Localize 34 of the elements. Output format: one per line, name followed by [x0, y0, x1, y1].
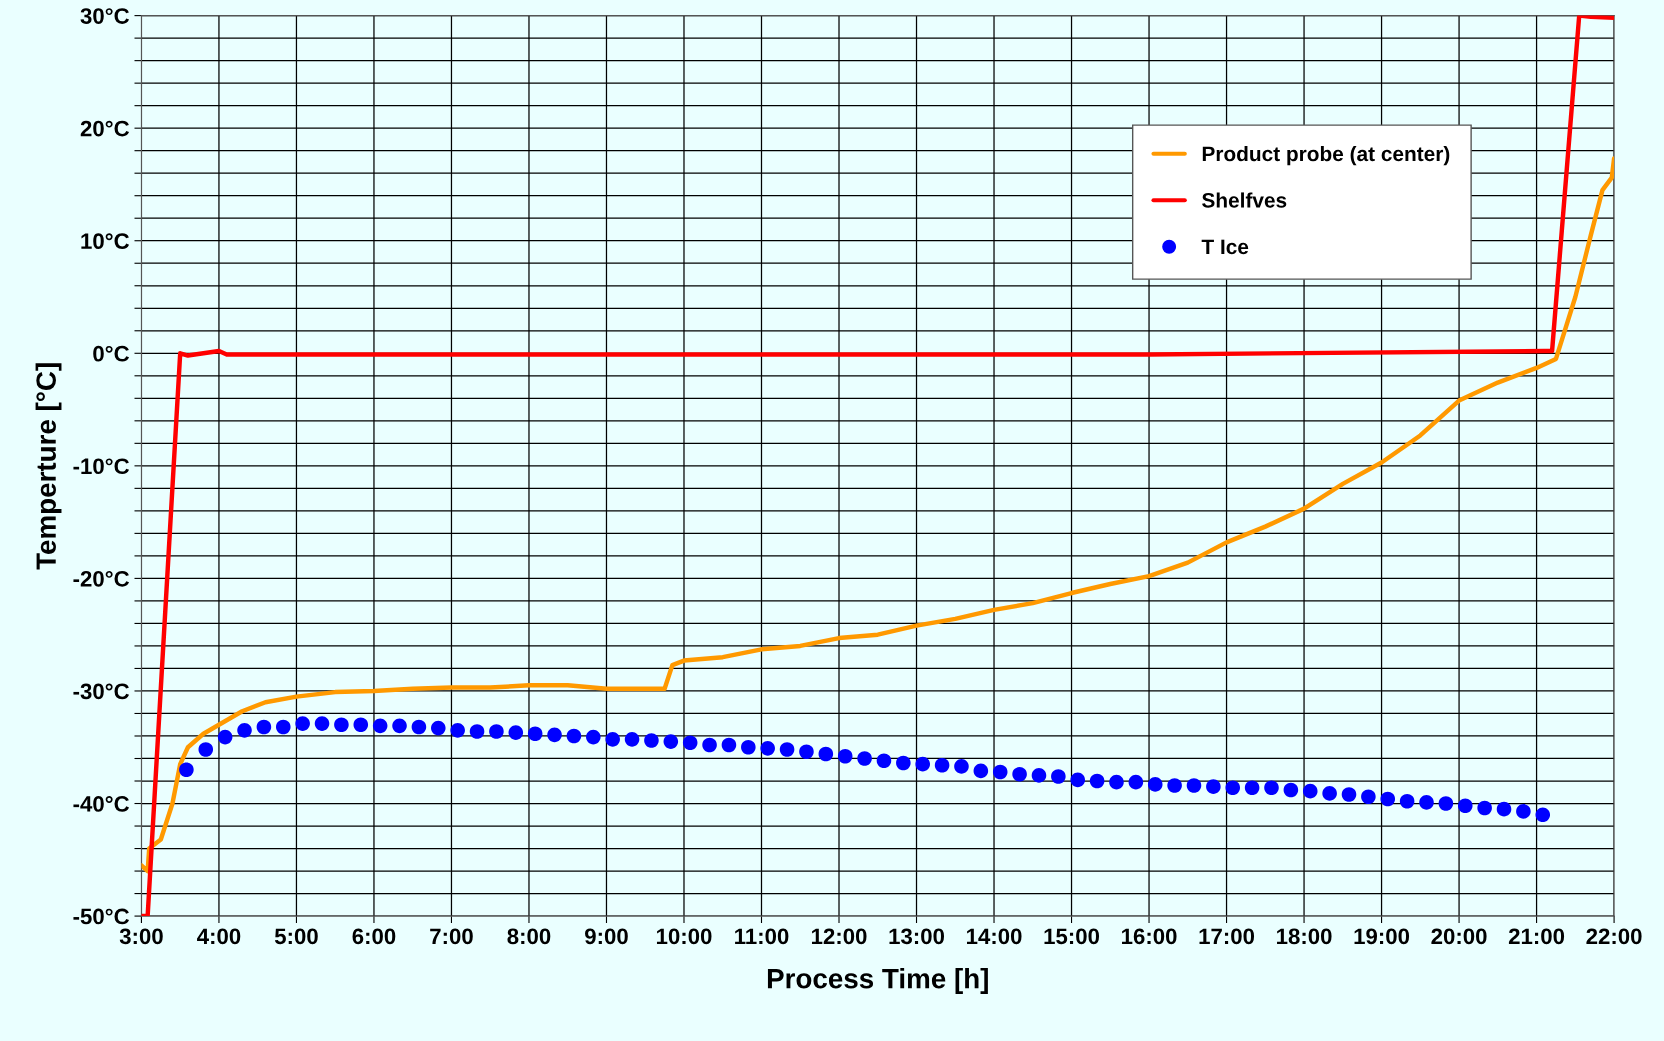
y-tick-label: -30°C — [73, 683, 130, 700]
x-tick-label: 20:00 — [1431, 928, 1487, 945]
x-tick-label: 4:00 — [197, 928, 241, 945]
y-tick-label: -40°C — [73, 796, 130, 812]
y-tick-label: -10°C — [73, 458, 130, 475]
y-tick-label: 10°C — [81, 233, 130, 249]
x-axis-title: Process Time [h] — [767, 968, 988, 994]
y-axis-title: Temperture [°C] — [35, 363, 62, 570]
x-tick-label: 19:00 — [1354, 928, 1410, 945]
legend-label: T Ice — [1201, 239, 1249, 255]
y-tick-label: 20°C — [80, 120, 130, 137]
x-tick-label: 5:00 — [274, 928, 318, 945]
x-tick-label: 7:00 — [430, 928, 473, 945]
x-tick-label: 11:00 — [735, 928, 789, 945]
x-tick-label: 6:00 — [352, 928, 396, 945]
y-tick-label: 30°C — [80, 8, 130, 24]
y-tick-label: 0°C — [93, 345, 130, 362]
x-tick-label: 15:00 — [1044, 928, 1100, 945]
x-tick-label: 21:00 — [1508, 928, 1565, 945]
x-tick-label: 22:00 — [1586, 928, 1642, 945]
x-tick-label: 18:00 — [1277, 928, 1332, 945]
x-tick-label: 17:00 — [1199, 928, 1255, 945]
x-tick-label: 3:00 — [119, 928, 163, 945]
legend-label: Shelfves — [1202, 192, 1287, 208]
x-tick-label: 10:00 — [656, 928, 712, 945]
y-tick-label: -20°C — [73, 570, 130, 587]
x-tick-label: 14:00 — [967, 928, 1022, 945]
x-tick-label: 16:00 — [1122, 928, 1177, 945]
x-tick-label: 13:00 — [889, 928, 945, 945]
y-tick-label: -50°C — [73, 908, 130, 925]
x-tick-label: 8:00 — [507, 928, 551, 945]
x-tick-label: 9:00 — [585, 928, 628, 945]
x-tick-label: 12:00 — [811, 928, 867, 945]
legend-label: Product probe (at center) — [1202, 145, 1450, 166]
